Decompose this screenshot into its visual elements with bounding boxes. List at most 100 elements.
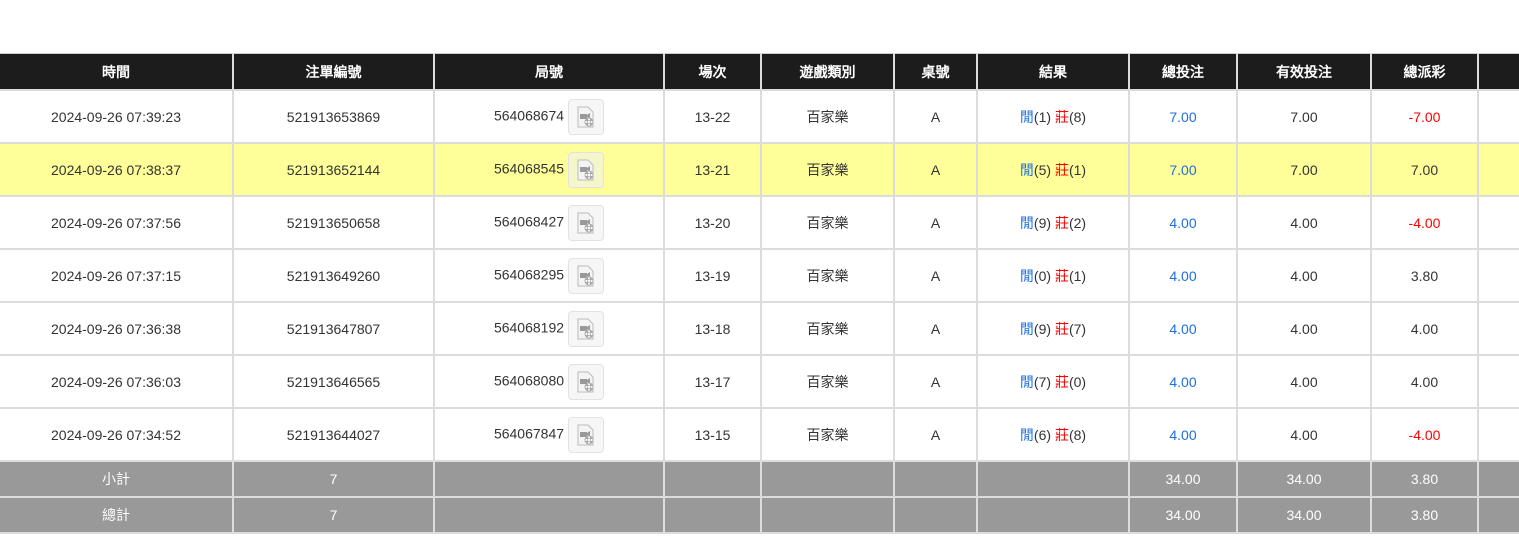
banker-label: 莊 <box>1054 267 1069 284</box>
column-header-game-type: 遊戲類別 <box>760 53 895 91</box>
table-header: 時間 注單編號 局號 場次 遊戲類別 桌號 結果 總投注 有效投注 總派彩 <box>0 53 1519 91</box>
bet-time: 2024-09-26 07:39:23 <box>0 89 234 144</box>
valid-bet: 4.00 <box>1236 354 1372 409</box>
total-bet: 4.00 <box>1128 195 1238 250</box>
table-row[interactable]: 2024-09-26 07:37:15 521913649260 5640682… <box>0 248 1519 303</box>
bet-time: 2024-09-26 07:37:56 <box>0 195 234 250</box>
bet-id: 521913647807 <box>232 301 435 356</box>
table-no: A <box>893 142 978 197</box>
table-row[interactable]: 2024-09-26 07:38:37 521913652144 5640685… <box>0 142 1519 197</box>
valid-bet: 4.00 <box>1236 195 1372 250</box>
table-no: A <box>893 301 978 356</box>
total-bet: 4.00 <box>1128 407 1238 462</box>
empty-cell <box>976 496 1130 534</box>
round-cell: 564068545 <box>433 142 665 197</box>
game-type: 百家樂 <box>760 354 895 409</box>
round-cell: 564068674 <box>433 89 665 144</box>
empty-cell <box>760 460 895 498</box>
banker-score: (8) <box>1068 426 1087 443</box>
table-row[interactable]: 2024-09-26 07:34:52 521913644027 5640678… <box>0 407 1519 462</box>
table-row[interactable]: 2024-09-26 07:36:03 521913646565 5640680… <box>0 354 1519 409</box>
total-bet: 4.00 <box>1128 301 1238 356</box>
total-bet: 7.00 <box>1128 89 1238 144</box>
video-replay-icon[interactable] <box>568 204 605 241</box>
empty-cell <box>663 496 762 534</box>
subtotal-row: 小計 7 34.00 34.00 3.80 <box>0 460 1519 498</box>
video-replay-icon[interactable] <box>568 151 605 188</box>
empty-cell <box>663 460 762 498</box>
payout: 7.00 <box>1370 142 1479 197</box>
table-row[interactable]: 2024-09-26 07:37:56 521913650658 5640684… <box>0 195 1519 250</box>
column-header-time: 時間 <box>0 53 234 91</box>
column-header-result: 結果 <box>976 53 1130 91</box>
table-row[interactable]: 2024-09-26 07:39:23 521913653869 5640686… <box>0 89 1519 144</box>
round-number: 564068545 <box>493 160 565 177</box>
video-replay-icon[interactable] <box>568 98 605 135</box>
shoe: 13-19 <box>663 248 762 303</box>
table-no: A <box>893 89 978 144</box>
summary-valid-bet: 34.00 <box>1236 460 1372 498</box>
payout: 3.80 <box>1370 248 1479 303</box>
round-cell: 564068295 <box>433 248 665 303</box>
player-label: 閒 <box>1019 108 1034 125</box>
round-number: 564068295 <box>493 266 565 283</box>
player-score: (5) <box>1033 161 1052 178</box>
video-replay-icon[interactable] <box>568 363 605 400</box>
video-replay-icon[interactable] <box>568 416 605 453</box>
bet-time: 2024-09-26 07:36:03 <box>0 354 234 409</box>
round-cell: 564068192 <box>433 301 665 356</box>
valid-bet: 4.00 <box>1236 248 1372 303</box>
result: 閒(9) 莊(2) <box>976 195 1130 250</box>
column-header-bet-id: 注單編號 <box>232 53 435 91</box>
banker-label: 莊 <box>1054 161 1069 178</box>
column-header-shoe: 場次 <box>663 53 762 91</box>
banker-label: 莊 <box>1054 426 1069 443</box>
player-label: 閒 <box>1019 267 1034 284</box>
total-bet: 7.00 <box>1128 142 1238 197</box>
column-header-table-no: 桌號 <box>893 53 978 91</box>
bet-time: 2024-09-26 07:34:52 <box>0 407 234 462</box>
table-no: A <box>893 354 978 409</box>
game-type: 百家樂 <box>760 407 895 462</box>
total-bet: 4.00 <box>1128 248 1238 303</box>
bet-id: 521913649260 <box>232 248 435 303</box>
player-label: 閒 <box>1019 214 1034 231</box>
empty-cell <box>433 460 665 498</box>
extra-cell <box>1477 248 1519 303</box>
payout: -4.00 <box>1370 407 1479 462</box>
video-replay-icon[interactable] <box>568 310 605 347</box>
banker-score: (7) <box>1068 320 1087 337</box>
result: 閒(0) 莊(1) <box>976 248 1130 303</box>
shoe: 13-18 <box>663 301 762 356</box>
shoe: 13-22 <box>663 89 762 144</box>
round-cell: 564067847 <box>433 407 665 462</box>
table-row[interactable]: 2024-09-26 07:36:38 521913647807 5640681… <box>0 301 1519 356</box>
valid-bet: 4.00 <box>1236 301 1372 356</box>
game-type: 百家樂 <box>760 89 895 144</box>
round-number: 564068192 <box>493 319 565 336</box>
banker-label: 莊 <box>1054 320 1069 337</box>
result: 閒(9) 莊(7) <box>976 301 1130 356</box>
empty-cell <box>1477 460 1519 498</box>
player-label: 閒 <box>1019 320 1034 337</box>
summary-payout: 3.80 <box>1370 460 1479 498</box>
player-score: (7) <box>1033 373 1052 390</box>
player-score: (9) <box>1033 214 1052 231</box>
summary-count: 7 <box>232 496 435 534</box>
player-score: (9) <box>1033 320 1052 337</box>
payout: 4.00 <box>1370 301 1479 356</box>
valid-bet: 4.00 <box>1236 407 1372 462</box>
empty-cell <box>893 496 978 534</box>
summary-count: 7 <box>232 460 435 498</box>
round-cell: 564068427 <box>433 195 665 250</box>
video-replay-icon[interactable] <box>568 257 605 294</box>
banker-score: (8) <box>1068 108 1087 125</box>
column-header-extra <box>1477 53 1519 91</box>
bet-id: 521913652144 <box>232 142 435 197</box>
banker-score: (2) <box>1068 214 1087 231</box>
valid-bet: 7.00 <box>1236 142 1372 197</box>
round-number: 564067847 <box>493 425 565 442</box>
round-number: 564068674 <box>493 107 565 124</box>
empty-cell <box>976 460 1130 498</box>
empty-cell <box>433 496 665 534</box>
